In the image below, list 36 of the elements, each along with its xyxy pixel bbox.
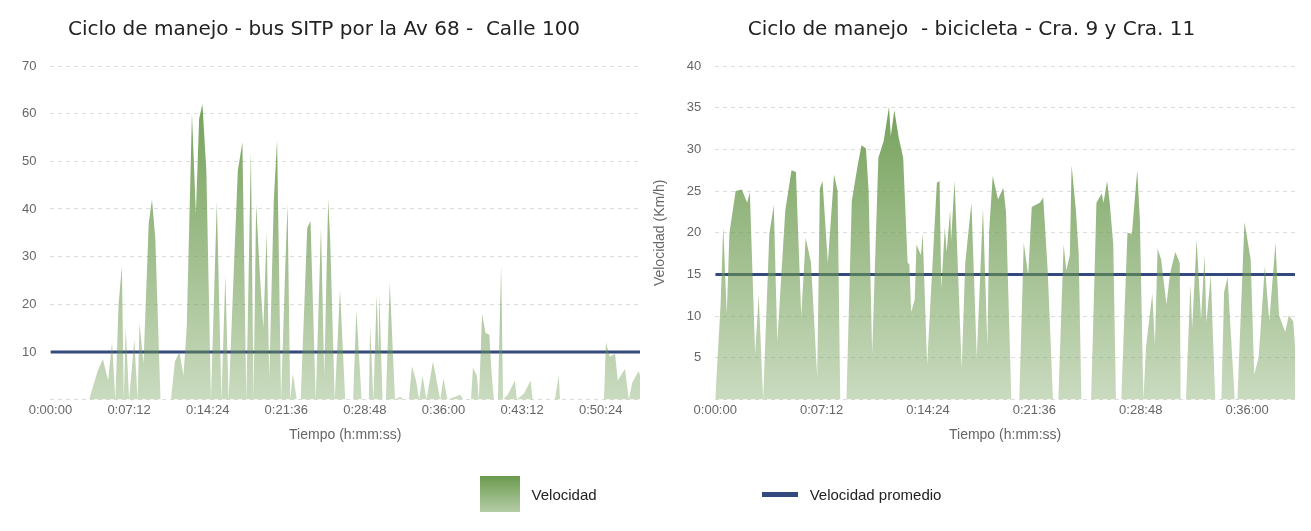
x-tick-label: 0:07:12 [799,401,844,417]
x-tick-label: 0:43:12 [500,401,544,417]
y-tick-label: 25 [686,182,702,198]
chart-title: Ciclo de manejo - bicicleta - Cra. 9 y Cra. 11 [747,16,1196,41]
x-tick-label: 0:28:48 [1119,401,1163,417]
y-tick-label: 30 [686,140,702,156]
legend-label: Velocidad promedio [809,485,942,503]
x-tick-label: 0:28:48 [343,401,387,417]
y-tick-label: 20 [21,295,37,311]
x-tick-label: 0:00:00 [693,401,737,417]
y-tick-label: 35 [686,99,702,115]
y-tick-label: 5 [694,349,702,365]
y-axis-title: Velocidad (Km/h) [651,179,668,287]
y-tick-label: 50 [21,152,37,168]
x-axis-title: Tiempo (h:mm:ss) [289,426,402,443]
y-tick-label: 15 [686,266,702,282]
y-tick-label: 10 [21,343,37,359]
x-axis-title: Tiempo (h:mm:ss) [948,426,1062,443]
x-tick-label: 0:21:36 [1012,401,1057,417]
x-tick-label: 0:21:36 [264,401,308,417]
y-tick-label: 70 [21,57,37,73]
legend-label: Velocidad [531,485,597,503]
x-tick-label: 0:14:24 [185,401,230,417]
chart-title: Ciclo de manejo - bus SITP por la Av 68 - Calle 100 [67,16,581,41]
x-tick-label: 0:50:24 [579,401,623,417]
y-tick-label: 30 [21,248,37,264]
x-tick-label: 0:07:12 [107,401,151,417]
x-tick-label: 0:36:00 [421,401,466,417]
x-tick-label: 0:14:24 [906,401,950,417]
y-tick-label: 20 [686,224,702,240]
x-tick-label: 0:00:00 [28,401,73,417]
x-tick-label: 0:36:00 [1225,401,1269,417]
y-tick-label: 40 [21,200,37,216]
y-tick-label: 60 [21,105,37,121]
y-tick-label: 10 [686,307,702,323]
y-tick-label: 40 [686,57,702,73]
